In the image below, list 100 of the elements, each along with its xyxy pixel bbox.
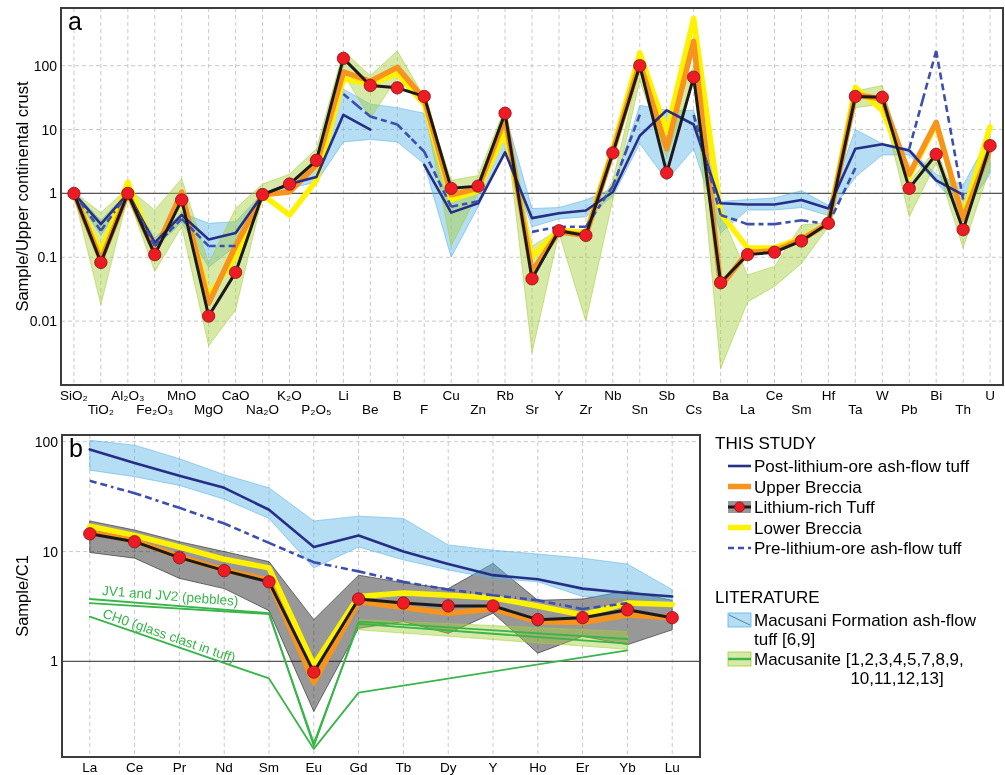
- point: [262, 575, 276, 589]
- y-tick-label: 1: [50, 653, 59, 670]
- point: [633, 59, 647, 73]
- point: [498, 106, 512, 120]
- legend-label: Macusanite [1,2,3,4,5,7,8,9,10,11,12,13]: [754, 649, 964, 687]
- x-tick-label: Sn: [631, 401, 649, 417]
- x-tick-label: Sm: [258, 760, 280, 775]
- x-tick-label: B: [392, 388, 402, 403]
- point: [172, 551, 186, 565]
- x-tick-label: La: [740, 401, 756, 417]
- point: [902, 181, 916, 195]
- legend-label: Pre-lithium-ore ash-flow tuff: [754, 538, 962, 558]
- x-tick-label: Ce: [125, 760, 144, 775]
- point: [127, 535, 142, 549]
- x-tick-label: K₂O: [277, 388, 302, 403]
- x-tick-label: Fe₂O₃: [136, 401, 174, 417]
- x-tick-label: Er: [575, 760, 590, 775]
- point: [396, 596, 410, 610]
- x-tick-label: Rb: [496, 388, 514, 403]
- x-tick-label: Al₂O₃: [111, 388, 145, 403]
- point: [579, 228, 593, 242]
- point: [875, 90, 889, 104]
- x-tick-label: Pr: [172, 760, 187, 775]
- chart-title: b: [69, 434, 83, 462]
- point: [821, 216, 835, 230]
- point: [929, 147, 943, 161]
- x-tick-label: Sr: [525, 401, 540, 417]
- point: [255, 187, 270, 202]
- point: [956, 223, 970, 237]
- point: [417, 89, 431, 104]
- chart-title: a: [68, 7, 82, 35]
- point: [307, 665, 321, 679]
- x-tick-label: F: [420, 401, 429, 417]
- x-tick-label: MnO: [167, 388, 197, 403]
- point: [444, 181, 458, 195]
- point: [665, 611, 679, 625]
- point: [767, 245, 782, 259]
- x-tick-label: Pb: [900, 401, 918, 417]
- x-tick-label: Ta: [848, 401, 863, 417]
- point: [441, 599, 455, 613]
- y-tick-label: 100: [33, 57, 58, 74]
- y-tick-label: 0.01: [29, 313, 58, 330]
- x-tick-label: Y: [488, 760, 498, 775]
- x-tick-label: La: [82, 760, 98, 775]
- point: [67, 186, 81, 201]
- x-tick-label: Tb: [395, 760, 412, 775]
- point: [229, 265, 243, 279]
- x-tick-label: Be: [362, 401, 379, 417]
- y-axis-title: Sample/Upper continental crust: [13, 80, 31, 312]
- point: [983, 139, 997, 153]
- point: [576, 611, 590, 625]
- point: [352, 592, 366, 606]
- x-tick-label: Na₂O: [246, 401, 280, 417]
- x-tick-label: Bi: [930, 388, 943, 403]
- x-tick-label: Sm: [791, 401, 812, 417]
- legend-label: Post-lithium-ore ash-flow tuff: [754, 456, 970, 476]
- x-tick-label: Hf: [821, 388, 836, 403]
- point: [620, 603, 635, 617]
- point: [714, 276, 728, 290]
- point: [390, 81, 404, 95]
- point: [687, 70, 701, 84]
- x-tick-label: MgO: [194, 401, 224, 417]
- x-tick-label: P₂O₅: [301, 401, 332, 417]
- x-tick-label: W: [875, 388, 889, 403]
- x-tick-label: Cs: [685, 401, 703, 417]
- point: [336, 51, 350, 65]
- legend-label: Macusani Formation ash-flow tuff [6,9]: [754, 610, 977, 648]
- point: [531, 613, 545, 627]
- y-tick-label: 100: [34, 433, 59, 450]
- legend-label: Lithium-rich Tuff: [754, 497, 875, 517]
- x-tick-label: Zn: [470, 401, 486, 417]
- point: [794, 234, 809, 248]
- point: [148, 248, 162, 262]
- y-tick-label: 10: [41, 121, 58, 138]
- point: [660, 166, 674, 180]
- legend-title: THIS STUDY: [715, 433, 817, 453]
- x-tick-label: Yb: [619, 760, 636, 775]
- legend-label: Upper Breccia: [754, 477, 863, 496]
- point: [202, 309, 216, 323]
- y-tick-label: 1: [49, 185, 58, 202]
- x-tick-label: U: [985, 388, 995, 403]
- annotation: JV1 and JV2 (pebbles): [101, 583, 239, 609]
- point: [175, 193, 189, 207]
- x-tick-label: TiO₂: [87, 401, 115, 417]
- legend-label: Lower Breccia: [754, 518, 863, 537]
- point: [83, 527, 97, 541]
- point: [525, 272, 539, 286]
- x-tick-label: Sb: [658, 388, 675, 403]
- point: [848, 89, 862, 104]
- x-tick-label: Ho: [529, 760, 547, 775]
- point: [471, 179, 485, 193]
- point: [363, 78, 377, 93]
- point: [217, 564, 231, 578]
- text: LITERATURE: [715, 587, 820, 607]
- point: [740, 248, 755, 262]
- x-tick-label: Zr: [579, 401, 593, 417]
- x-tick-label: CaO: [221, 388, 250, 403]
- x-tick-label: SiO₂: [60, 388, 88, 403]
- x-tick-label: Eu: [305, 760, 323, 775]
- point: [309, 153, 324, 167]
